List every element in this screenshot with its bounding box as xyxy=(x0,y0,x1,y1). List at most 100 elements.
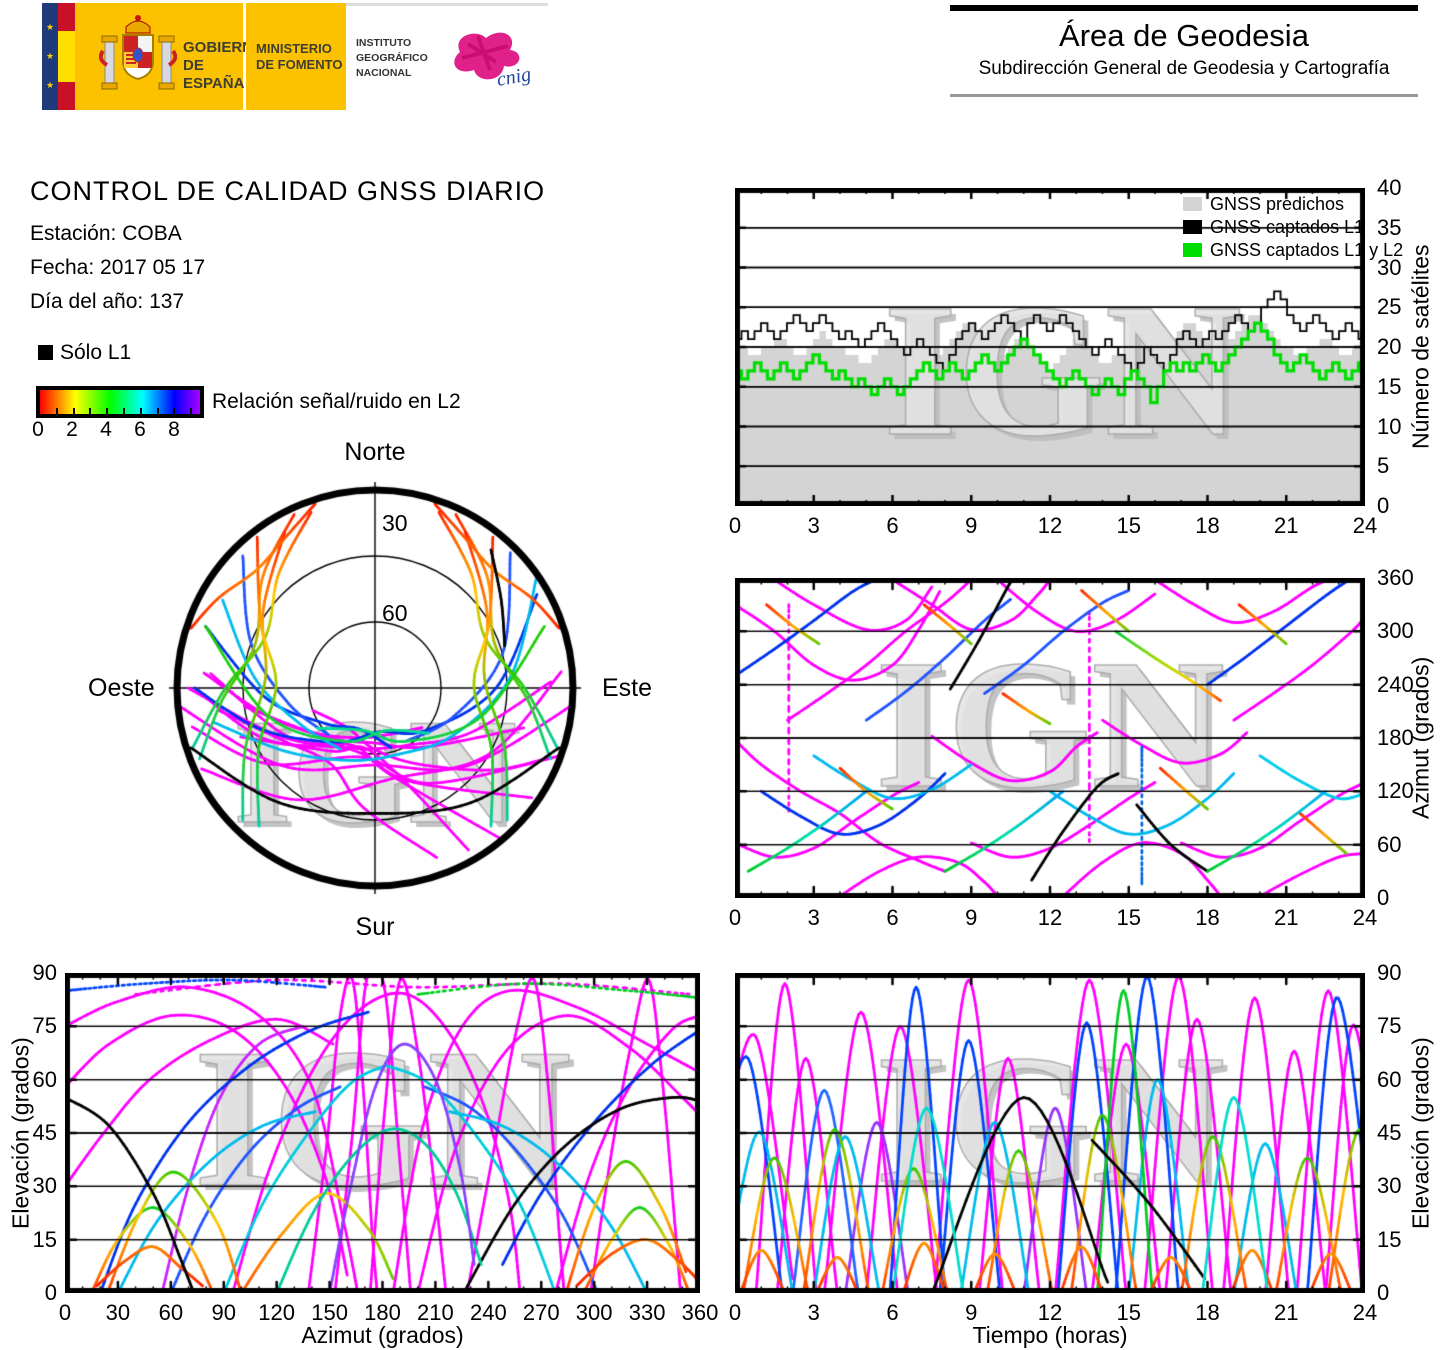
y-tick-label: 40 xyxy=(1377,175,1402,200)
y-tick-label: 60 xyxy=(1377,1066,1402,1092)
x-tick-label: 6 xyxy=(886,1300,899,1325)
x-tick-label: 21 xyxy=(1274,905,1299,930)
predichos-swatch xyxy=(1183,197,1202,211)
x-tick-label: 18 xyxy=(1195,1300,1220,1325)
x-tick-label: 9 xyxy=(965,1300,978,1325)
y-tick-label: 0 xyxy=(44,1280,57,1305)
x-tick-label: 150 xyxy=(311,1300,348,1325)
x-tick-label: 0 xyxy=(728,1300,742,1325)
x-tick-label: 3 xyxy=(807,1300,820,1325)
x-tick-label: 9 xyxy=(965,905,978,930)
x-tick-label: 0 xyxy=(58,1300,72,1325)
x-tick-label: 6 xyxy=(886,905,899,930)
snr-tick-mark xyxy=(173,408,176,414)
area-subtitle: Subdirección General de Geodesia y Carto… xyxy=(978,58,1390,79)
azimuth-time-chart xyxy=(735,578,1365,898)
snr-tick: 0 xyxy=(32,418,44,441)
eu-flag-strip: ★ ★ ★ xyxy=(42,3,58,110)
captados-l1-label: GNSS captados L1 xyxy=(1210,217,1365,237)
x-tick-label: 300 xyxy=(575,1300,613,1325)
x-tick-label: 24 xyxy=(1352,905,1378,930)
sat-count-chart xyxy=(735,188,1365,506)
elevation-azimuth-chart xyxy=(65,973,700,1293)
snr-tick-mark xyxy=(89,408,92,414)
x-tick-label: 12 xyxy=(1037,905,1063,930)
station-line: Estación: COBA xyxy=(30,222,182,245)
x-tick-label: 15 xyxy=(1116,905,1141,930)
solo-l1-label: Sólo L1 xyxy=(60,341,132,364)
x-tick-label: 0 xyxy=(728,513,742,538)
snr-tick-mark xyxy=(72,408,75,414)
ign-block: INSTITUTO GEOGRÁFICO NACIONAL cnig xyxy=(346,3,548,113)
snr-tick: 2 xyxy=(66,418,78,441)
y-tick-label: 90 xyxy=(32,960,57,985)
legend-item-predichos: GNSS predichos xyxy=(1183,194,1403,214)
y-tick-label: 45 xyxy=(1377,1120,1402,1145)
y-tick-label: 15 xyxy=(32,1226,57,1252)
gobierno-label: GOBIERNO DE ESPAÑA xyxy=(183,39,265,92)
ring-label-30: 30 xyxy=(382,510,408,536)
coat-of-arms-icon xyxy=(99,15,177,90)
snr-label: Relación señal/ruido en L2 xyxy=(212,390,461,413)
snr-tick-mark xyxy=(190,408,193,414)
compass-north-label: Norte xyxy=(344,438,406,466)
x-tick-label: 12 xyxy=(1037,513,1063,538)
x-tick-label: 21 xyxy=(1274,513,1299,538)
legend-item-captados-l1: GNSS captados L1 xyxy=(1183,217,1403,237)
x-tick-label: 24 xyxy=(1352,513,1378,538)
star-icon: ★ xyxy=(45,51,55,61)
y-tick-label: 60 xyxy=(32,1066,57,1092)
x-tick-label: 360 xyxy=(681,1300,719,1325)
captados-l1l2-swatch xyxy=(1183,243,1202,257)
y-tick-label: 30 xyxy=(32,1173,57,1199)
star-icon: ★ xyxy=(45,80,55,90)
x-axis-title-tiempo: Tiempo (horas) xyxy=(972,1322,1128,1348)
y-tick-label: 30 xyxy=(1377,254,1402,280)
compass-east-label: Este xyxy=(602,674,653,702)
x-tick-label: 0 xyxy=(728,905,742,930)
y-tick-label: 0 xyxy=(1377,1280,1390,1305)
ring-label-60: 60 xyxy=(382,600,408,626)
sat-count-legend: GNSS predichos GNSS captados L1 GNSS cap… xyxy=(1183,194,1403,263)
y-tick-label: 0 xyxy=(1377,885,1390,910)
snr-colorbar xyxy=(36,386,204,418)
y-tick-label: 240 xyxy=(1377,671,1414,697)
y-tick-label: 30 xyxy=(1377,1173,1402,1199)
svg-text:cnig: cnig xyxy=(495,63,533,91)
x-tick-label: 30 xyxy=(105,1300,131,1325)
y-tick-label: 60 xyxy=(1377,831,1402,857)
snr-tick: 4 xyxy=(100,418,112,441)
y-tick-label: 15 xyxy=(1377,1226,1402,1252)
captados-l1l2-label: GNSS captados L1 y L2 xyxy=(1210,240,1404,260)
x-tick-label: 90 xyxy=(211,1300,236,1325)
x-tick-label: 18 xyxy=(1195,905,1220,930)
cnig-logo-icon: cnig xyxy=(454,32,533,91)
x-tick-label: 15 xyxy=(1116,513,1141,538)
y-tick-label: 25 xyxy=(1377,294,1402,320)
x-tick-label: 24 xyxy=(1352,1300,1378,1325)
y-tick-label: 75 xyxy=(32,1013,57,1039)
x-tick-label: 12 xyxy=(1037,1300,1063,1325)
x-axis-title-azimuth: Azimut (grados) xyxy=(301,1322,464,1348)
star-icon: ★ xyxy=(45,22,55,32)
y-tick-label: 75 xyxy=(1377,1013,1402,1039)
y-tick-label: 360 xyxy=(1377,565,1414,590)
snr-tick-mark xyxy=(139,408,142,414)
legend-item-captados-l1l2: GNSS captados L1 y L2 xyxy=(1183,240,1403,260)
snr-tick-mark xyxy=(55,408,58,414)
x-tick-label: 210 xyxy=(417,1300,454,1325)
predichos-label: GNSS predichos xyxy=(1210,194,1345,214)
x-tick-label: 270 xyxy=(522,1300,560,1325)
x-tick-label: 3 xyxy=(807,513,820,538)
x-tick-label: 9 xyxy=(965,513,978,538)
y-tick-label: 5 xyxy=(1377,453,1390,479)
y-tick-label: 0 xyxy=(1377,493,1390,518)
snr-tick: 8 xyxy=(168,418,180,441)
x-tick-label: 18 xyxy=(1195,513,1220,538)
compass-south-label: Sur xyxy=(355,913,395,941)
ministerio-label: MINISTERIO DE FOMENTO xyxy=(256,41,343,73)
x-tick-label: 6 xyxy=(886,513,899,538)
gobierno-block: GOBIERNO DE ESPAÑA xyxy=(75,3,265,110)
x-tick-label: 120 xyxy=(258,1300,296,1325)
y-tick-label: 45 xyxy=(32,1120,57,1145)
